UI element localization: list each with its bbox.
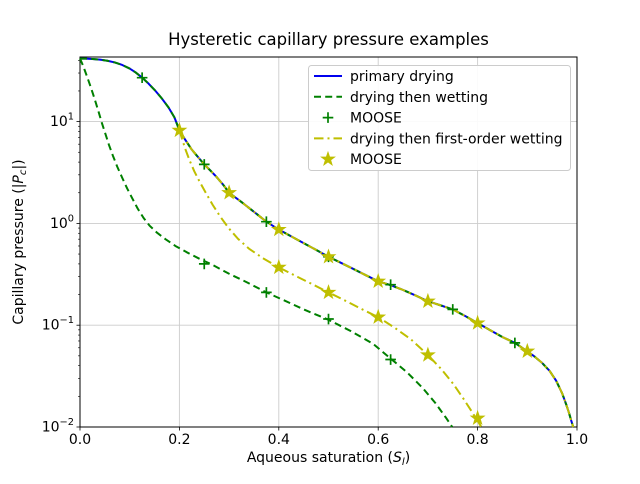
y-tick-label: 100 (50, 213, 74, 232)
series-drying-then-wetting (79, 57, 575, 428)
y-tick-label: 101 (50, 112, 74, 131)
x-tick-label: 0.4 (268, 432, 290, 448)
legend-entry-2: MOOSE (322, 111, 402, 127)
legend-label: primary drying (350, 69, 454, 85)
legend-label: drying then first-order wetting (350, 131, 562, 147)
x-tick-label: 1.0 (566, 432, 588, 448)
series-drying-then-first-order-wetting (178, 129, 575, 428)
legend-label: drying then wetting (350, 90, 488, 106)
x-axis-label: Aqueous saturation (Sl​) (247, 450, 410, 468)
legend-entry-4: MOOSE (320, 150, 402, 168)
x-tick-labels: 0.0 0.2 0.4 0.6 0.8 1.0 (69, 432, 588, 448)
y-axis-label: Capillary pressure (|Pc​|) (11, 159, 29, 324)
plot-border (79, 56, 578, 428)
series-moose-star-markers (171, 122, 536, 425)
y-tick-label: 10−1 (42, 315, 74, 334)
legend: primary drying drying then wetting MOOSE dr… (308, 65, 571, 171)
y-tick-labels: 101 100 10−1 10−2 (42, 112, 74, 436)
legend-entry-0: primary drying (314, 69, 454, 85)
legend-label: MOOSE (350, 111, 402, 127)
y-tick-label: 10−2 (42, 417, 74, 436)
plot-title: Hysteretic capillary pressure examples (168, 30, 489, 49)
legend-label: MOOSE (350, 152, 402, 168)
x-tick-label: 0.0 (69, 432, 91, 448)
x-tick-label: 0.2 (168, 432, 190, 448)
x-tick-label: 0.8 (466, 432, 488, 448)
x-tick-label: 0.6 (367, 432, 389, 448)
legend-box (308, 65, 571, 171)
series-moose-plus-markers (136, 72, 521, 365)
plot-area (79, 57, 575, 428)
legend-entry-3: drying then first-order wetting (314, 131, 562, 147)
legend-entry-1: drying then wetting (314, 90, 488, 106)
